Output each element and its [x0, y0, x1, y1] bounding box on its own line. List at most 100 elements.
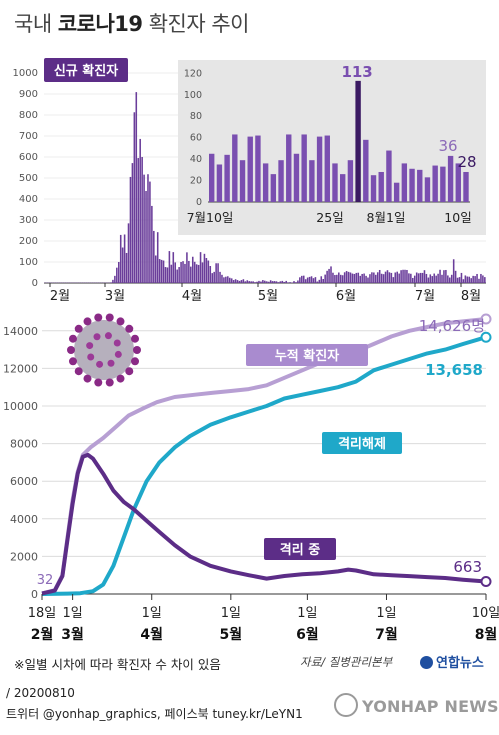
- top-bar: [182, 261, 184, 283]
- top-bar: [297, 280, 299, 283]
- top-bar: [116, 267, 118, 283]
- virus-spike: [105, 378, 114, 387]
- bottom-y-tick-label: 12000: [3, 362, 38, 375]
- top-bar: [139, 138, 141, 283]
- cumulative-end-label: 14,626명: [419, 317, 485, 335]
- inset-start-label: 36: [438, 137, 457, 155]
- top-bar: [162, 260, 165, 283]
- top-bar: [234, 279, 237, 283]
- top-bar: [258, 280, 260, 283]
- top-bar: [394, 272, 397, 283]
- series-line: [41, 452, 487, 596]
- inset-y-tick-label: 100: [184, 90, 202, 101]
- top-bar: [353, 273, 356, 283]
- top-bar: [123, 234, 126, 283]
- top-bar: [242, 279, 245, 283]
- top-bar: [117, 262, 120, 283]
- top-bar: [267, 281, 270, 283]
- top-x-tick-label: 7월: [415, 289, 435, 304]
- bottom-x-month-label: 7월: [375, 626, 398, 643]
- inset-x-tick-label: 8월1일: [367, 210, 406, 225]
- top-bar: [172, 252, 175, 283]
- top-bar: [283, 281, 286, 283]
- inset-bar: [386, 150, 392, 202]
- top-bar: [351, 273, 354, 283]
- bottom-x-month-label: 4월: [140, 626, 163, 643]
- top-bar: [186, 252, 188, 283]
- brand-logo: 연합뉴스: [420, 652, 484, 671]
- virus-spike: [116, 317, 125, 326]
- inset-bar: [301, 134, 307, 202]
- top-bar: [147, 174, 149, 283]
- inset-y-tick-label: 80: [190, 111, 202, 122]
- top-bar: [392, 277, 395, 283]
- top-bar: [384, 271, 387, 283]
- top-bar: [127, 223, 130, 283]
- inset-bar: [347, 160, 354, 202]
- top-bar: [260, 281, 262, 283]
- top-bar: [345, 271, 348, 283]
- top-y-tick-label: 400: [19, 194, 38, 205]
- top-bar: [363, 273, 365, 283]
- virus-spike: [107, 359, 115, 367]
- series-end-marker: [480, 331, 492, 343]
- top-bar: [188, 260, 190, 283]
- brand-icon: [420, 656, 433, 669]
- watermark: YONHAP NEWS: [334, 693, 499, 717]
- top-bar: [203, 253, 206, 283]
- top-bar: [168, 251, 171, 283]
- top-bar: [378, 269, 381, 283]
- cumulative-callout: [246, 344, 368, 366]
- isolated-callout: [264, 538, 336, 560]
- top-bar: [312, 278, 315, 283]
- top-bar: [246, 280, 249, 283]
- inset-bar: [209, 153, 215, 202]
- top-bar: [285, 280, 288, 283]
- top-bar: [413, 275, 416, 283]
- top-bar: [449, 277, 451, 283]
- top-bar: [180, 262, 182, 283]
- top-bar: [232, 280, 235, 283]
- virus-spike: [74, 367, 83, 376]
- top-bar: [470, 278, 472, 283]
- top-bar: [112, 279, 114, 283]
- top-bar: [452, 259, 455, 283]
- top-bar: [427, 277, 430, 283]
- top-bar: [135, 92, 138, 283]
- top-bar: [265, 281, 268, 283]
- inset-bar: [270, 174, 277, 202]
- inset-bar: [216, 164, 223, 202]
- top-bar: [476, 273, 478, 283]
- top-bar: [380, 273, 383, 283]
- virus-spike: [86, 342, 94, 350]
- top-bar: [314, 277, 317, 283]
- top-bar: [412, 277, 414, 283]
- top-bar: [184, 263, 186, 283]
- inset-bar: [355, 80, 361, 202]
- virus-spike: [114, 350, 122, 358]
- top-bar: [178, 267, 180, 283]
- top-bar: [462, 279, 465, 283]
- top-x-tick-label: 4월: [182, 289, 202, 304]
- inset-bar: [224, 154, 230, 202]
- top-bar: [281, 280, 284, 283]
- top-y-tick-label: 500: [19, 173, 38, 184]
- top-y-tick-label: 1000: [13, 68, 38, 79]
- inset-bar: [417, 169, 423, 202]
- virus-illustration: [74, 320, 134, 380]
- bottom-x-month-label: 3월: [61, 626, 84, 643]
- top-bar: [330, 266, 332, 283]
- top-bar: [441, 274, 443, 283]
- top-bar: [396, 271, 398, 283]
- top-bar: [209, 265, 212, 283]
- top-bar: [119, 234, 122, 283]
- top-x-tick-label: 6월: [336, 289, 356, 304]
- top-y-tick-label: 100: [19, 257, 38, 268]
- inset-bar: [286, 134, 292, 202]
- top-bar: [301, 275, 303, 283]
- virus-spike: [83, 317, 92, 326]
- top-bar: [213, 271, 215, 283]
- top-bar: [406, 269, 408, 283]
- top-bar: [443, 270, 445, 283]
- inset-bar: [440, 166, 446, 202]
